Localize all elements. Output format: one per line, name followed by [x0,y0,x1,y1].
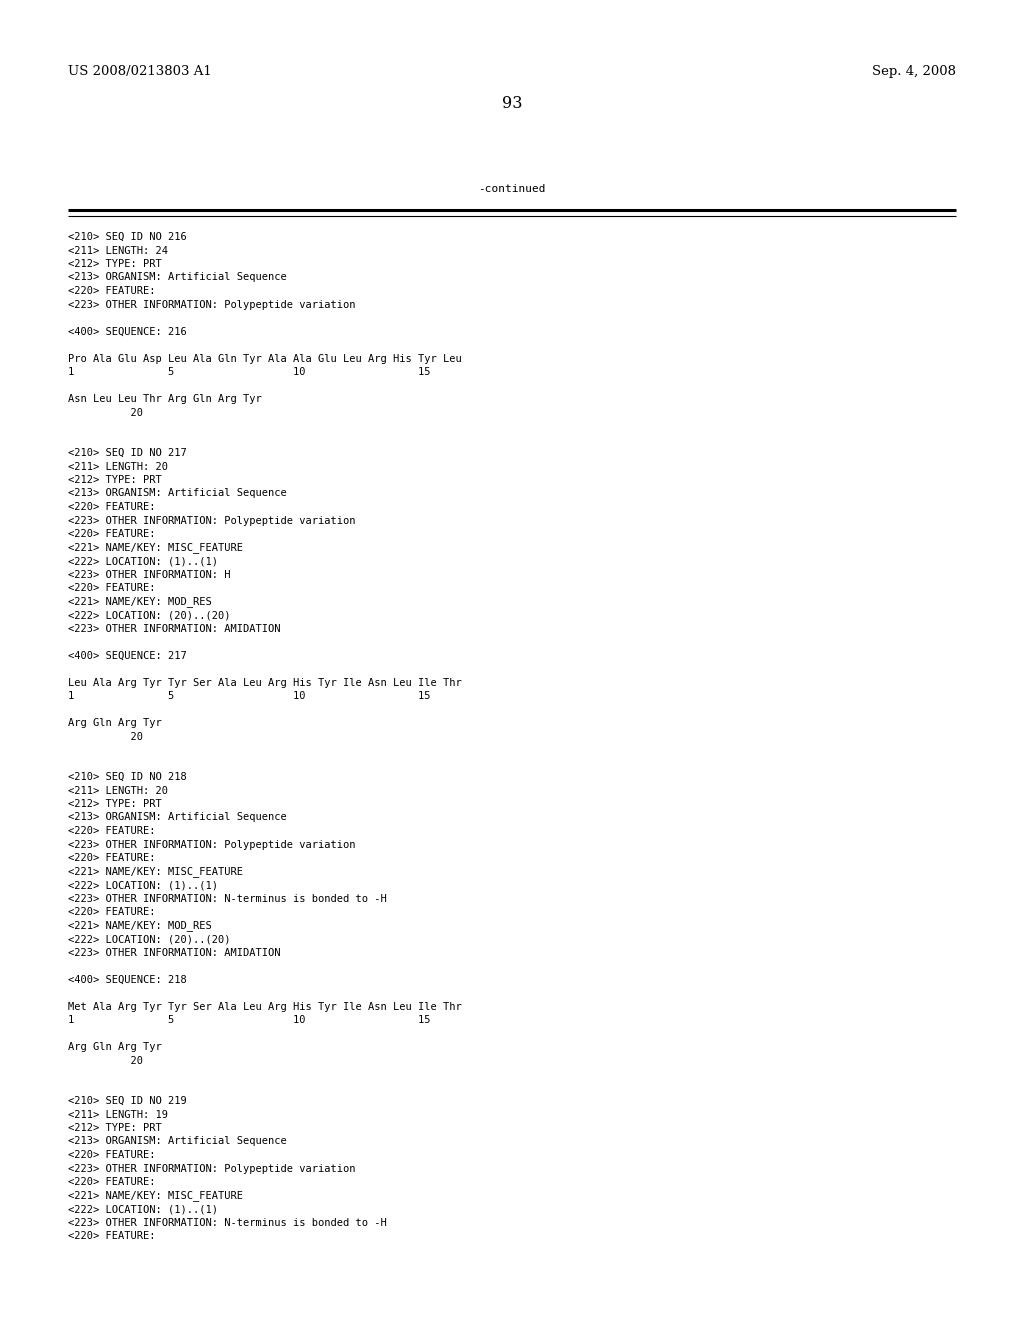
Text: Pro Ala Glu Asp Leu Ala Gln Tyr Ala Ala Glu Leu Arg His Tyr Leu: Pro Ala Glu Asp Leu Ala Gln Tyr Ala Ala … [68,354,462,363]
Text: <400> SEQUENCE: 216: <400> SEQUENCE: 216 [68,326,186,337]
Text: <223> OTHER INFORMATION: Polypeptide variation: <223> OTHER INFORMATION: Polypeptide var… [68,516,355,525]
Text: Asn Leu Leu Thr Arg Gln Arg Tyr: Asn Leu Leu Thr Arg Gln Arg Tyr [68,393,262,404]
Text: <211> LENGTH: 20: <211> LENGTH: 20 [68,462,168,471]
Text: <212> TYPE: PRT: <212> TYPE: PRT [68,475,162,484]
Text: Sep. 4, 2008: Sep. 4, 2008 [872,65,956,78]
Text: US 2008/0213803 A1: US 2008/0213803 A1 [68,65,212,78]
Text: <223> OTHER INFORMATION: N-terminus is bonded to -H: <223> OTHER INFORMATION: N-terminus is b… [68,894,387,903]
Text: <220> FEATURE:: <220> FEATURE: [68,853,156,863]
Text: <223> OTHER INFORMATION: AMIDATION: <223> OTHER INFORMATION: AMIDATION [68,948,281,957]
Text: <211> LENGTH: 24: <211> LENGTH: 24 [68,246,168,256]
Text: <220> FEATURE:: <220> FEATURE: [68,1150,156,1160]
Text: Arg Gln Arg Tyr: Arg Gln Arg Tyr [68,1041,162,1052]
Text: 20: 20 [68,731,143,742]
Text: <221> NAME/KEY: MISC_FEATURE: <221> NAME/KEY: MISC_FEATURE [68,543,243,553]
Text: <222> LOCATION: (20)..(20): <222> LOCATION: (20)..(20) [68,610,230,620]
Text: 1               5                   10                  15: 1 5 10 15 [68,690,430,701]
Text: Arg Gln Arg Tyr: Arg Gln Arg Tyr [68,718,162,729]
Text: <213> ORGANISM: Artificial Sequence: <213> ORGANISM: Artificial Sequence [68,272,287,282]
Text: <213> ORGANISM: Artificial Sequence: <213> ORGANISM: Artificial Sequence [68,1137,287,1147]
Text: <210> SEQ ID NO 218: <210> SEQ ID NO 218 [68,772,186,781]
Text: 1               5                   10                  15: 1 5 10 15 [68,367,430,378]
Text: <220> FEATURE:: <220> FEATURE: [68,502,156,512]
Text: <222> LOCATION: (1)..(1): <222> LOCATION: (1)..(1) [68,556,218,566]
Text: <222> LOCATION: (1)..(1): <222> LOCATION: (1)..(1) [68,880,218,890]
Text: <221> NAME/KEY: MISC_FEATURE: <221> NAME/KEY: MISC_FEATURE [68,1191,243,1201]
Text: <220> FEATURE:: <220> FEATURE: [68,583,156,593]
Text: <211> LENGTH: 20: <211> LENGTH: 20 [68,785,168,796]
Text: <223> OTHER INFORMATION: AMIDATION: <223> OTHER INFORMATION: AMIDATION [68,623,281,634]
Text: <220> FEATURE:: <220> FEATURE: [68,826,156,836]
Text: <220> FEATURE:: <220> FEATURE: [68,1177,156,1187]
Text: <210> SEQ ID NO 217: <210> SEQ ID NO 217 [68,447,186,458]
Text: <221> NAME/KEY: MOD_RES: <221> NAME/KEY: MOD_RES [68,597,212,607]
Text: <220> FEATURE:: <220> FEATURE: [68,907,156,917]
Text: <222> LOCATION: (20)..(20): <222> LOCATION: (20)..(20) [68,935,230,944]
Text: <222> LOCATION: (1)..(1): <222> LOCATION: (1)..(1) [68,1204,218,1214]
Text: <223> OTHER INFORMATION: Polypeptide variation: <223> OTHER INFORMATION: Polypeptide var… [68,1163,355,1173]
Text: <211> LENGTH: 19: <211> LENGTH: 19 [68,1110,168,1119]
Text: <223> OTHER INFORMATION: Polypeptide variation: <223> OTHER INFORMATION: Polypeptide var… [68,840,355,850]
Text: <223> OTHER INFORMATION: Polypeptide variation: <223> OTHER INFORMATION: Polypeptide var… [68,300,355,309]
Text: 20: 20 [68,1056,143,1065]
Text: <212> TYPE: PRT: <212> TYPE: PRT [68,259,162,269]
Text: <220> FEATURE:: <220> FEATURE: [68,1232,156,1241]
Text: 20: 20 [68,408,143,417]
Text: <400> SEQUENCE: 218: <400> SEQUENCE: 218 [68,974,186,985]
Text: <221> NAME/KEY: MOD_RES: <221> NAME/KEY: MOD_RES [68,920,212,932]
Text: <220> FEATURE:: <220> FEATURE: [68,286,156,296]
Text: 93: 93 [502,95,522,112]
Text: <212> TYPE: PRT: <212> TYPE: PRT [68,799,162,809]
Text: <223> OTHER INFORMATION: N-terminus is bonded to -H: <223> OTHER INFORMATION: N-terminus is b… [68,1217,387,1228]
Text: Leu Ala Arg Tyr Tyr Ser Ala Leu Arg His Tyr Ile Asn Leu Ile Thr: Leu Ala Arg Tyr Tyr Ser Ala Leu Arg His … [68,677,462,688]
Text: <220> FEATURE:: <220> FEATURE: [68,529,156,539]
Text: <213> ORGANISM: Artificial Sequence: <213> ORGANISM: Artificial Sequence [68,813,287,822]
Text: <221> NAME/KEY: MISC_FEATURE: <221> NAME/KEY: MISC_FEATURE [68,866,243,878]
Text: <210> SEQ ID NO 216: <210> SEQ ID NO 216 [68,232,186,242]
Text: Met Ala Arg Tyr Tyr Ser Ala Leu Arg His Tyr Ile Asn Leu Ile Thr: Met Ala Arg Tyr Tyr Ser Ala Leu Arg His … [68,1002,462,1011]
Text: <223> OTHER INFORMATION: H: <223> OTHER INFORMATION: H [68,569,230,579]
Text: <210> SEQ ID NO 219: <210> SEQ ID NO 219 [68,1096,186,1106]
Text: <400> SEQUENCE: 217: <400> SEQUENCE: 217 [68,651,186,660]
Text: -continued: -continued [478,183,546,194]
Text: 1               5                   10                  15: 1 5 10 15 [68,1015,430,1026]
Text: <213> ORGANISM: Artificial Sequence: <213> ORGANISM: Artificial Sequence [68,488,287,499]
Text: <212> TYPE: PRT: <212> TYPE: PRT [68,1123,162,1133]
